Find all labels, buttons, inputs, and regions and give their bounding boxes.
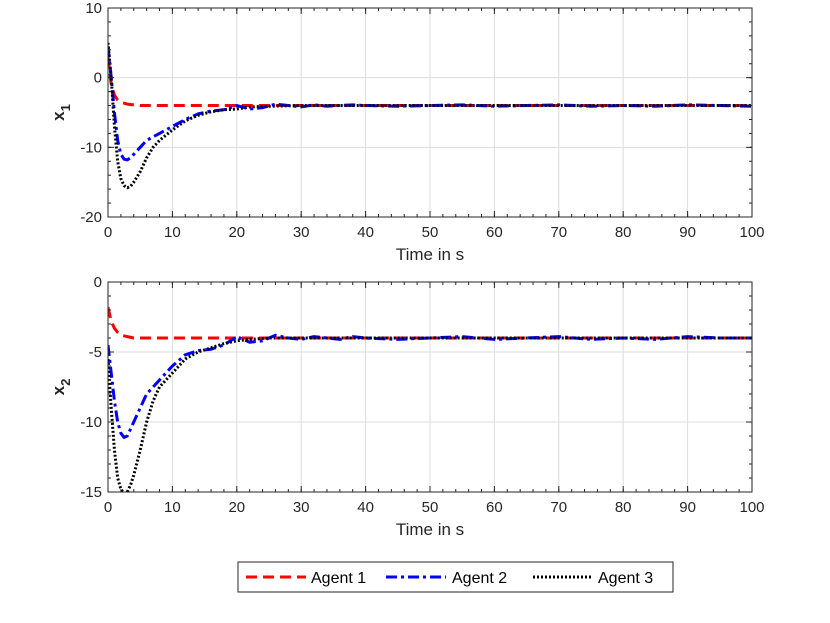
x-axis-title: Time in s [396, 520, 464, 539]
y-tick-label: -5 [89, 344, 102, 361]
x-tick-label: 40 [357, 224, 374, 241]
legend-entry-agent-1: Agent 1 [246, 570, 366, 587]
legend-label-agent-1: Agent 1 [311, 570, 366, 587]
legend-entry-agent-3: Agent 3 [533, 570, 653, 587]
y-tick-label: 10 [85, 0, 102, 17]
x-tick-label: 40 [357, 499, 374, 516]
x-tick-label: 100 [739, 224, 764, 241]
x-tick-label: 80 [615, 224, 632, 241]
x-tick-label: 0 [104, 224, 112, 241]
subplot-x2: 0 10 20 30 40 50 60 70 80 90 100 -15 -10 -5 0 Time in s… [49, 274, 765, 539]
x-tick-label: 0 [104, 499, 112, 516]
x-axis-title: Time in s [396, 245, 464, 264]
y-tick-label: -10 [80, 139, 102, 156]
legend-label-agent-2: Agent 2 [452, 570, 507, 587]
subplot-x1: 0 10 20 30 40 50 60 70 80 90 100 -20 -10 0 10 Time in s… [49, 0, 765, 264]
x-tick-label: 60 [486, 499, 503, 516]
x-tick-label: 20 [228, 499, 245, 516]
y-axis-title-subscript: 2 [58, 379, 73, 386]
x-tick-label: 100 [739, 499, 764, 516]
series-group [108, 306, 752, 492]
legend-box [237, 561, 674, 593]
series-line-agent-3 [108, 42, 752, 190]
series-line-agent-2 [108, 333, 752, 439]
legend: Agent 1 Agent 2 Agent 3 [237, 561, 674, 593]
x-tick-label: 70 [550, 499, 567, 516]
x-tick-label: 10 [164, 224, 181, 241]
series-line-agent-3 [108, 336, 752, 492]
y-axis-title: x1 [49, 104, 73, 121]
legend-entry-agent-2: Agent 2 [386, 570, 507, 587]
x-tick-label: 30 [293, 224, 310, 241]
y-axis-title: x2 [49, 379, 73, 396]
legend-label-agent-3: Agent 3 [598, 570, 653, 587]
x-tick-label: 80 [615, 499, 632, 516]
x-tick-label: 90 [679, 224, 696, 241]
x-tick-label: 50 [422, 224, 439, 241]
x-tick-label: 20 [228, 224, 245, 241]
y-tick-label: -15 [80, 484, 102, 501]
x-tick-label: 10 [164, 499, 181, 516]
x-tick-label: 60 [486, 224, 503, 241]
y-tick-label: -20 [80, 209, 102, 226]
series-group [108, 42, 752, 190]
y-axis-title-main: x [49, 385, 68, 395]
x-tick-label: 50 [422, 499, 439, 516]
x-tick-label: 30 [293, 499, 310, 516]
y-axis-title-main: x [49, 111, 68, 121]
y-tick-label: 0 [94, 70, 102, 87]
y-tick-label: 0 [94, 274, 102, 291]
y-axis-title-subscript: 1 [58, 104, 73, 111]
y-tick-label: -10 [80, 414, 102, 431]
x-tick-label: 70 [550, 224, 567, 241]
x-tick-label: 90 [679, 499, 696, 516]
